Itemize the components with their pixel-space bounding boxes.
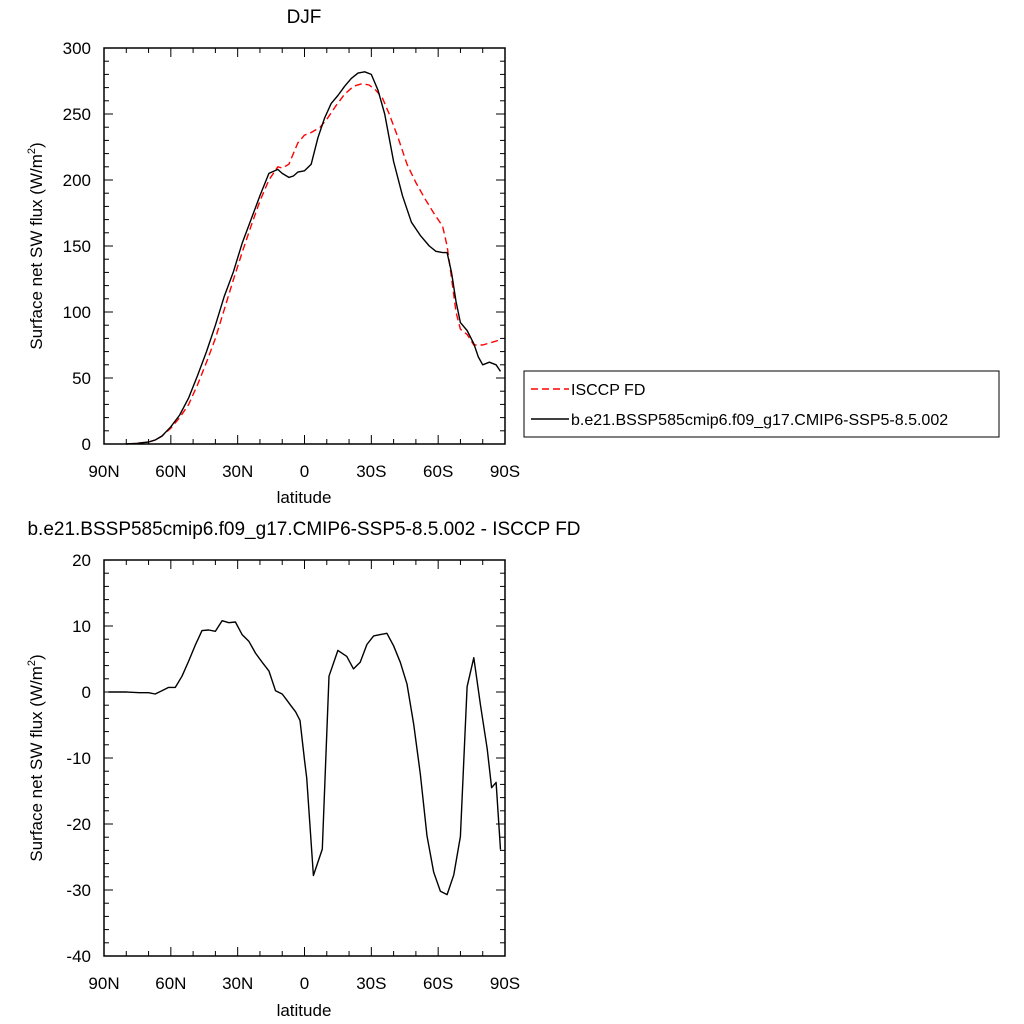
top-y-axis-label-main: Surface net SW flux (W/m (27, 154, 46, 350)
bottom-y-axis-label: Surface net SW flux (W/m2) (26, 654, 46, 861)
top-y-tick-labels: 0 50 100 150 200 250 300 (63, 39, 91, 454)
x-tick-label: 30S (356, 462, 386, 481)
y-tick-label: 0 (82, 435, 91, 454)
top-y-axis-label: Surface net SW flux (W/m2) (26, 142, 46, 349)
top-chart-title: DJF (287, 7, 322, 28)
y-tick-label: 250 (63, 105, 91, 124)
x-tick-label: 60S (423, 974, 453, 993)
y-tick-label: 50 (72, 369, 91, 388)
x-tick-label: 60N (155, 462, 186, 481)
bottom-y-axis-label-sup: 2 (26, 660, 38, 666)
top-x-axis-label: latitude (277, 488, 332, 507)
y-tick-label: 200 (63, 171, 91, 190)
y-tick-label: 100 (63, 303, 91, 322)
x-tick-label: 0 (300, 462, 309, 481)
x-tick-label: 90S (490, 974, 520, 993)
bottom-chart-series (108, 620, 502, 896)
top-chart-series (126, 71, 502, 445)
x-tick-label: 0 (300, 974, 309, 993)
bottom-series-line-0 (108, 620, 502, 896)
x-tick-label: 90N (88, 974, 119, 993)
top-x-tick-labels: 90N 60N 30N 0 30S 60S 90S (88, 462, 520, 481)
legend-label-isccp: ISCCP FD (571, 382, 645, 399)
bottom-plot-frame (103, 559, 506, 957)
y-tick-label: 10 (72, 617, 91, 636)
y-tick-label: -20 (66, 815, 91, 834)
legend-label-model: b.e21.BSSP585cmip6.f09_g17.CMIP6-SSP5-8.… (571, 412, 948, 429)
y-tick-label: -40 (66, 947, 91, 966)
top-series-line-1 (126, 71, 502, 445)
x-tick-label: 30N (222, 462, 253, 481)
bottom-y-axis-label-end: ) (27, 654, 46, 660)
y-tick-label: -10 (66, 749, 91, 768)
x-tick-label: 30N (222, 974, 253, 993)
bottom-x-axis-label: latitude (277, 1001, 332, 1020)
legend-box (523, 370, 1000, 438)
top-chart: DJF 90N 60N 30N 0 30S 60S 90S 0 50 100 150 200 250 3… (26, 7, 1000, 507)
top-y-axis-label-sup: 2 (26, 148, 38, 154)
bottom-y-tick-labels: -40 -30 -20 -10 0 10 20 (66, 551, 91, 966)
x-tick-label: 60N (155, 974, 186, 993)
y-tick-label: 0 (82, 683, 91, 702)
bottom-y-axis-label-main: Surface net SW flux (W/m (27, 666, 46, 862)
y-tick-label: -30 (66, 881, 91, 900)
y-tick-label: 150 (63, 237, 91, 256)
y-tick-label: 20 (72, 551, 91, 570)
x-tick-label: 30S (356, 974, 386, 993)
bottom-x-tick-labels: 90N 60N 30N 0 30S 60S 90S (88, 974, 520, 993)
top-plot-frame (103, 47, 506, 445)
bottom-chart: b.e21.BSSP585cmip6.f09_g17.CMIP6-SSP5-8.… (26, 519, 581, 1020)
x-tick-label: 60S (423, 462, 453, 481)
x-tick-label: 90S (490, 462, 520, 481)
top-chart-legend: ISCCP FD b.e21.BSSP585cmip6.f09_g17.CMIP… (523, 370, 1000, 438)
top-y-axis-label-end: ) (27, 142, 46, 148)
y-tick-label: 300 (63, 39, 91, 58)
bottom-chart-title: b.e21.BSSP585cmip6.f09_g17.CMIP6-SSP5-8.… (27, 519, 580, 540)
x-tick-label: 90N (88, 462, 119, 481)
